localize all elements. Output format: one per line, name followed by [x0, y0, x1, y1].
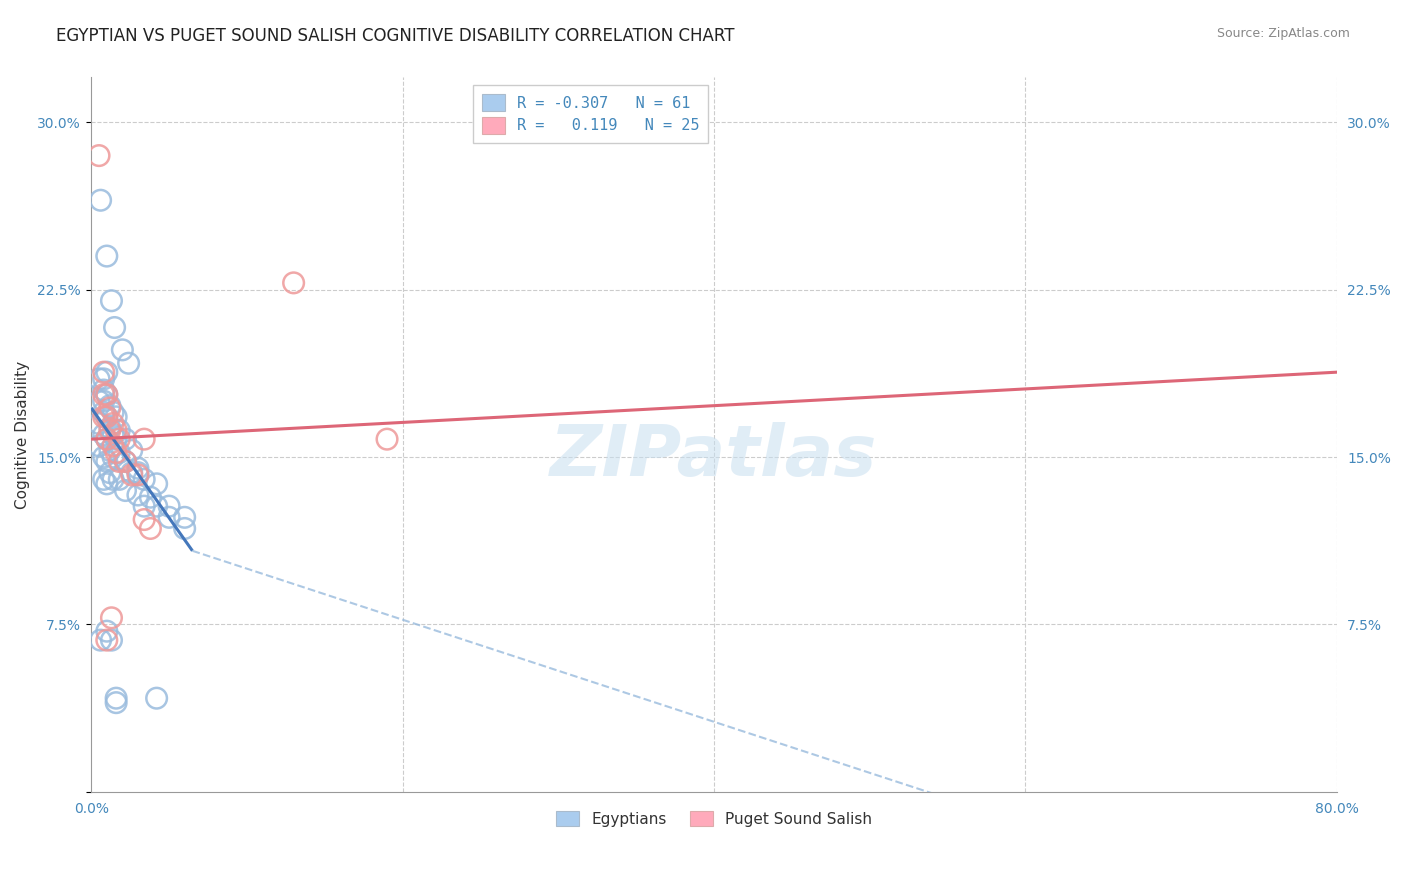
- Point: [93, 372, 115, 386]
- Point: [98, 421, 121, 435]
- Point: [96, 476, 118, 491]
- Point: [93, 405, 115, 419]
- Point: [93, 427, 115, 442]
- Text: ZIPatlas: ZIPatlas: [550, 422, 877, 491]
- Point: [87, 372, 110, 386]
- Point: [117, 356, 139, 370]
- Point: [105, 445, 128, 459]
- Point: [145, 476, 167, 491]
- Point: [96, 432, 118, 446]
- Point: [108, 472, 131, 486]
- Point: [93, 365, 115, 379]
- Point: [87, 148, 110, 162]
- Point: [96, 365, 118, 379]
- Point: [121, 467, 143, 482]
- Point: [96, 633, 118, 648]
- Point: [108, 432, 131, 446]
- Point: [98, 399, 121, 413]
- Point: [114, 454, 136, 468]
- Point: [101, 405, 124, 419]
- Point: [96, 409, 118, 424]
- Point: [96, 624, 118, 639]
- Point: [139, 490, 162, 504]
- Point: [108, 445, 131, 459]
- Legend: Egyptians, Puget Sound Salish: Egyptians, Puget Sound Salish: [548, 803, 879, 834]
- Point: [105, 409, 128, 424]
- Point: [375, 432, 398, 446]
- Point: [98, 443, 121, 458]
- Point: [134, 512, 156, 526]
- Point: [87, 439, 110, 453]
- Point: [173, 521, 195, 535]
- Point: [101, 439, 124, 453]
- Point: [93, 394, 115, 409]
- Point: [134, 432, 156, 446]
- Text: EGYPTIAN VS PUGET SOUND SALISH COGNITIVE DISABILITY CORRELATION CHART: EGYPTIAN VS PUGET SOUND SALISH COGNITIVE…: [56, 27, 735, 45]
- Point: [98, 466, 121, 480]
- Point: [111, 343, 134, 357]
- Point: [96, 387, 118, 401]
- Point: [283, 276, 305, 290]
- Point: [114, 483, 136, 498]
- Point: [96, 387, 118, 401]
- Point: [90, 633, 112, 648]
- Point: [93, 383, 115, 397]
- Point: [101, 472, 124, 486]
- Point: [108, 454, 131, 468]
- Point: [103, 320, 125, 334]
- Point: [87, 417, 110, 431]
- Point: [100, 611, 122, 625]
- Point: [173, 510, 195, 524]
- Point: [157, 499, 180, 513]
- Point: [93, 450, 115, 464]
- Point: [96, 249, 118, 263]
- Point: [127, 488, 149, 502]
- Point: [93, 387, 115, 401]
- Point: [134, 472, 156, 486]
- Text: Source: ZipAtlas.com: Source: ZipAtlas.com: [1216, 27, 1350, 40]
- Point: [87, 394, 110, 409]
- Point: [139, 521, 162, 535]
- Y-axis label: Cognitive Disability: Cognitive Disability: [15, 360, 30, 508]
- Point: [105, 691, 128, 706]
- Point: [105, 423, 128, 437]
- Point: [145, 691, 167, 706]
- Point: [90, 193, 112, 207]
- Point: [121, 466, 143, 480]
- Point: [93, 409, 115, 424]
- Point: [105, 432, 128, 446]
- Point: [121, 443, 143, 458]
- Point: [101, 417, 124, 431]
- Point: [96, 432, 118, 446]
- Point: [98, 401, 121, 415]
- Point: [114, 432, 136, 446]
- Point: [127, 466, 149, 480]
- Point: [101, 427, 124, 442]
- Point: [108, 423, 131, 437]
- Point: [96, 409, 118, 424]
- Point: [134, 499, 156, 513]
- Point: [101, 450, 124, 464]
- Point: [100, 293, 122, 308]
- Point: [145, 499, 167, 513]
- Point: [127, 461, 149, 475]
- Point: [105, 696, 128, 710]
- Point: [100, 633, 122, 648]
- Point: [127, 467, 149, 482]
- Point: [114, 454, 136, 468]
- Point: [93, 472, 115, 486]
- Point: [98, 423, 121, 437]
- Point: [96, 454, 118, 468]
- Point: [157, 510, 180, 524]
